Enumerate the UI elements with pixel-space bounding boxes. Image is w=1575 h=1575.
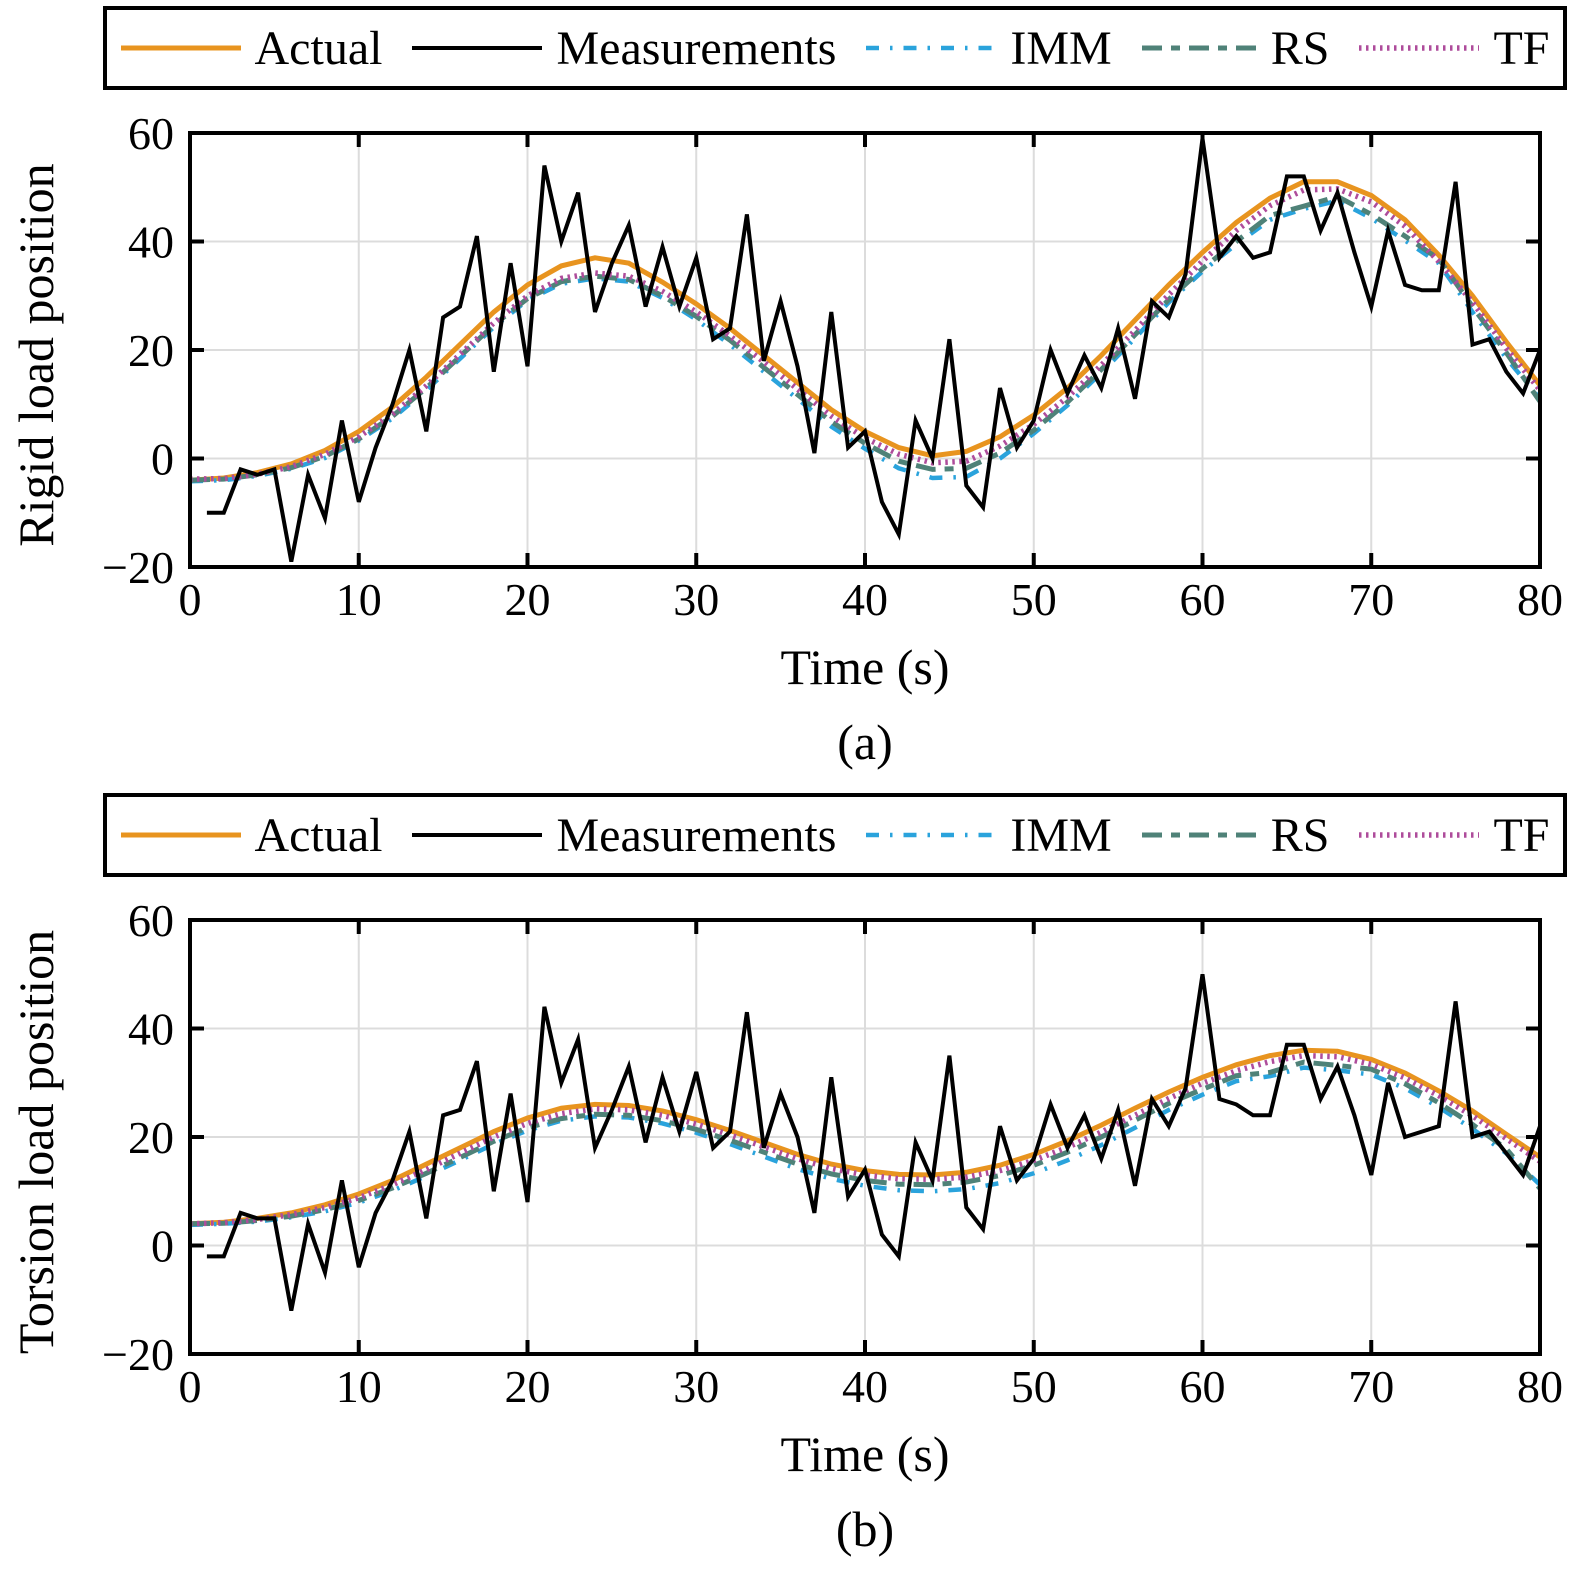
x-tick-label: 50 — [1011, 1361, 1057, 1412]
x-tick-label: 30 — [673, 574, 719, 625]
legend-a: Actual Measurements IMM RS TF — [103, 6, 1567, 90]
y-tick-label: 60 — [128, 895, 174, 946]
x-tick-label: 70 — [1348, 1361, 1394, 1412]
x-axis-label-b: Time (s) — [780, 1426, 950, 1482]
series-measurements-line — [206, 974, 1542, 1311]
legend-line-imm-icon — [866, 832, 997, 838]
legend-label-measurements: Measurements — [556, 808, 837, 862]
x-tick-label: 10 — [336, 1361, 382, 1412]
legend-item-measurements: Measurements — [412, 21, 836, 76]
y-tick-label: −20 — [102, 542, 174, 593]
x-tick-label: 0 — [179, 574, 202, 625]
x-tick-label: 80 — [1517, 574, 1563, 625]
legend-item-imm: IMM — [866, 21, 1112, 76]
x-tick-label: 40 — [842, 574, 888, 625]
legend-b: Actual Measurements IMM RS TF — [103, 793, 1567, 877]
x-tick-label: 20 — [505, 574, 551, 625]
caption-b: (b) — [835, 1501, 895, 1557]
legend-line-actual-icon — [120, 832, 241, 838]
legend-line-tf-icon — [1359, 832, 1480, 838]
legend-item-measurements: Measurements — [412, 808, 836, 863]
x-tick-label: 70 — [1348, 574, 1394, 625]
legend-line-measurements-icon — [412, 833, 543, 837]
x-tick-label: 20 — [505, 1361, 551, 1412]
x-tick-label: 0 — [179, 1361, 202, 1412]
y-tick-label: 0 — [151, 1221, 174, 1272]
y-tick-label: 20 — [128, 325, 174, 376]
series-rs-line — [189, 1059, 1542, 1227]
series-rs-line — [189, 193, 1543, 483]
x-tick-label: 40 — [842, 1361, 888, 1412]
legend-item-tf: TF — [1359, 21, 1549, 76]
y-tick-label: 20 — [128, 1112, 174, 1163]
series-tf-line — [189, 186, 1543, 482]
series-measurements-line — [206, 138, 1542, 562]
legend-item-rs: RS — [1141, 21, 1330, 76]
legend-label-rs: RS — [1270, 21, 1330, 75]
y-tick-label: 60 — [128, 108, 174, 159]
x-tick-label: 60 — [1180, 1361, 1226, 1412]
y-tick-label: −20 — [102, 1329, 174, 1380]
legend-line-actual-icon — [120, 45, 241, 51]
legend-label-imm: IMM — [1010, 21, 1112, 75]
legend-label-imm: IMM — [1010, 808, 1112, 862]
x-tick-label: 10 — [336, 574, 382, 625]
legend-label-tf: TF — [1493, 808, 1550, 862]
subplot-b: Actual Measurements IMM RS TF 0 10 20 30 40 5… — [0, 787, 1575, 1574]
y-tick-label: 40 — [128, 217, 174, 268]
y-axis-label-a: Rigid load position — [8, 163, 64, 547]
legend-line-measurements-icon — [412, 46, 543, 50]
legend-line-imm-icon — [866, 45, 997, 51]
legend-line-rs-icon — [1141, 832, 1257, 838]
series-imm-line — [189, 198, 1542, 484]
legend-item-actual: Actual — [120, 808, 383, 863]
series-imm-line — [189, 1065, 1542, 1228]
subplot-a: Actual Measurements IMM RS TF 0 10 20 30 40 5… — [0, 0, 1575, 787]
legend-label-rs: RS — [1270, 808, 1330, 862]
legend-item-rs: RS — [1141, 808, 1330, 863]
legend-label-tf: TF — [1493, 21, 1550, 75]
legend-label-measurements: Measurements — [556, 21, 837, 75]
x-axis-label-a: Time (s) — [780, 639, 950, 695]
x-tick-label: 60 — [1180, 574, 1226, 625]
legend-line-rs-icon — [1141, 45, 1257, 51]
legend-label-actual: Actual — [254, 808, 383, 862]
x-tick-label: 50 — [1011, 574, 1057, 625]
caption-a: (a) — [837, 714, 893, 770]
series-tf-line — [189, 1052, 1542, 1227]
x-tick-label: 80 — [1517, 1361, 1563, 1412]
legend-item-tf: TF — [1359, 808, 1549, 863]
legend-label-actual: Actual — [254, 21, 383, 75]
legend-line-tf-icon — [1359, 45, 1480, 51]
y-axis-label-b: Torsion load position — [8, 929, 64, 1355]
y-tick-label: 40 — [128, 1004, 174, 1055]
legend-item-imm: IMM — [866, 808, 1112, 863]
y-tick-label: 0 — [151, 434, 174, 485]
legend-item-actual: Actual — [120, 21, 383, 76]
x-tick-label: 30 — [673, 1361, 719, 1412]
